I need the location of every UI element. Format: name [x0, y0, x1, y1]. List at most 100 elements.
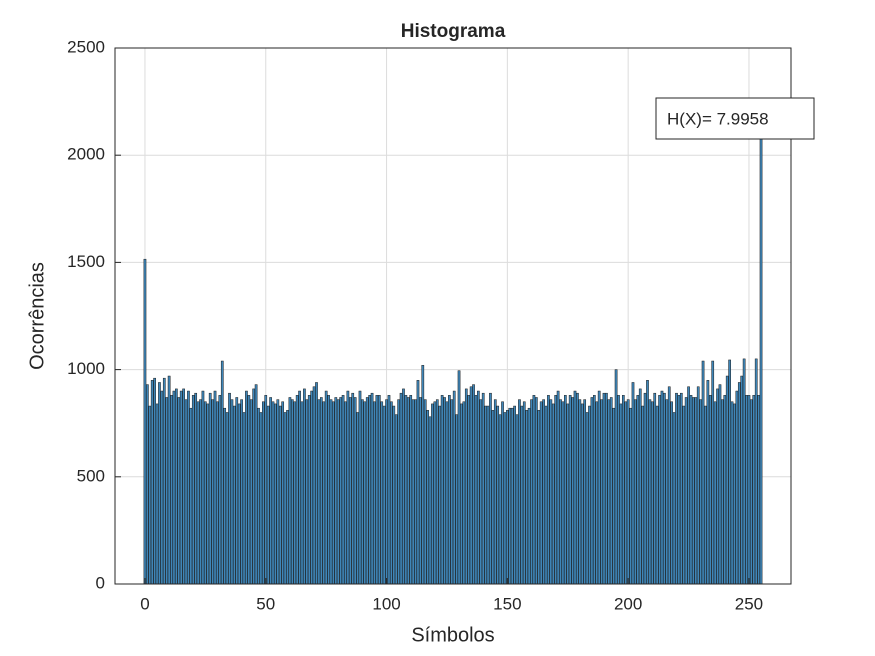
bar — [716, 388, 719, 585]
bar — [508, 407, 512, 585]
bar — [568, 395, 572, 585]
bar — [733, 403, 736, 585]
bar — [619, 403, 623, 585]
bar — [165, 397, 169, 585]
bar — [527, 407, 531, 585]
bar — [472, 384, 475, 585]
bar — [571, 397, 574, 585]
bar — [730, 401, 734, 585]
bar — [559, 399, 562, 585]
bar — [387, 395, 391, 585]
bar — [361, 399, 364, 585]
bar — [382, 405, 386, 585]
bar — [629, 407, 632, 585]
bar — [344, 401, 347, 585]
bar — [242, 412, 246, 585]
bar — [660, 390, 664, 585]
bar — [182, 388, 185, 585]
bar — [404, 395, 408, 585]
bar — [665, 399, 669, 585]
y-tick-label: 0 — [96, 573, 105, 592]
bar — [650, 401, 654, 585]
bar — [595, 401, 599, 585]
bar — [327, 395, 330, 585]
bar — [592, 395, 596, 585]
bar — [725, 375, 729, 585]
bar — [158, 382, 161, 585]
bar — [609, 397, 613, 585]
bar — [537, 410, 541, 585]
bar — [489, 392, 492, 585]
bar — [358, 390, 362, 585]
bar — [339, 397, 342, 585]
bar — [283, 412, 287, 585]
bar — [450, 399, 454, 585]
bar — [694, 397, 698, 585]
bar — [346, 390, 350, 585]
bar — [547, 395, 550, 585]
bar — [518, 399, 521, 585]
bar — [211, 399, 214, 585]
bar — [460, 403, 463, 585]
bar — [392, 405, 396, 585]
bar — [240, 399, 243, 585]
annotation: H(X)= 7.9958 — [667, 109, 769, 128]
x-tick-label: 0 — [140, 594, 149, 613]
bar — [262, 401, 265, 585]
bar — [237, 403, 241, 585]
bar — [312, 386, 316, 585]
bar — [406, 397, 410, 585]
bar — [172, 390, 176, 585]
bar — [368, 395, 371, 585]
bar — [435, 399, 439, 585]
bar — [167, 375, 171, 585]
bar — [281, 401, 285, 585]
bar — [626, 399, 630, 585]
bar — [663, 392, 666, 585]
bar — [539, 401, 543, 585]
bar — [682, 405, 686, 585]
bar — [228, 392, 231, 585]
bar — [740, 375, 744, 585]
bar — [155, 403, 159, 585]
bar — [532, 395, 536, 585]
bar — [365, 397, 369, 585]
bar — [464, 388, 468, 585]
bar — [646, 380, 649, 585]
bar — [687, 386, 690, 585]
bar — [317, 399, 321, 585]
bar — [704, 405, 707, 585]
bar — [745, 395, 748, 585]
axes-box — [114, 47, 792, 585]
bar — [196, 401, 200, 585]
bar — [288, 397, 292, 585]
y-axis-label: Ocorrências — [26, 262, 48, 370]
bar — [259, 412, 263, 585]
bar — [503, 412, 507, 585]
bar — [506, 410, 509, 585]
bar — [278, 405, 282, 585]
bar — [423, 399, 427, 585]
bar — [428, 416, 432, 585]
bar — [148, 405, 152, 585]
bar — [530, 399, 533, 585]
bar — [348, 397, 352, 585]
y-tick-label: 1500 — [67, 252, 105, 271]
bar — [353, 397, 357, 585]
bar — [721, 399, 724, 585]
bar — [561, 401, 565, 585]
bar — [638, 388, 642, 585]
bar — [667, 386, 671, 585]
bar — [375, 395, 379, 585]
bar — [286, 410, 289, 585]
bar — [735, 390, 739, 585]
bar — [233, 405, 236, 585]
chart-title: Histograma — [401, 21, 506, 42]
bar — [566, 403, 570, 585]
bar — [218, 395, 222, 585]
bar — [747, 395, 751, 585]
bar — [675, 392, 678, 585]
bar — [496, 405, 500, 585]
bar — [583, 399, 587, 585]
